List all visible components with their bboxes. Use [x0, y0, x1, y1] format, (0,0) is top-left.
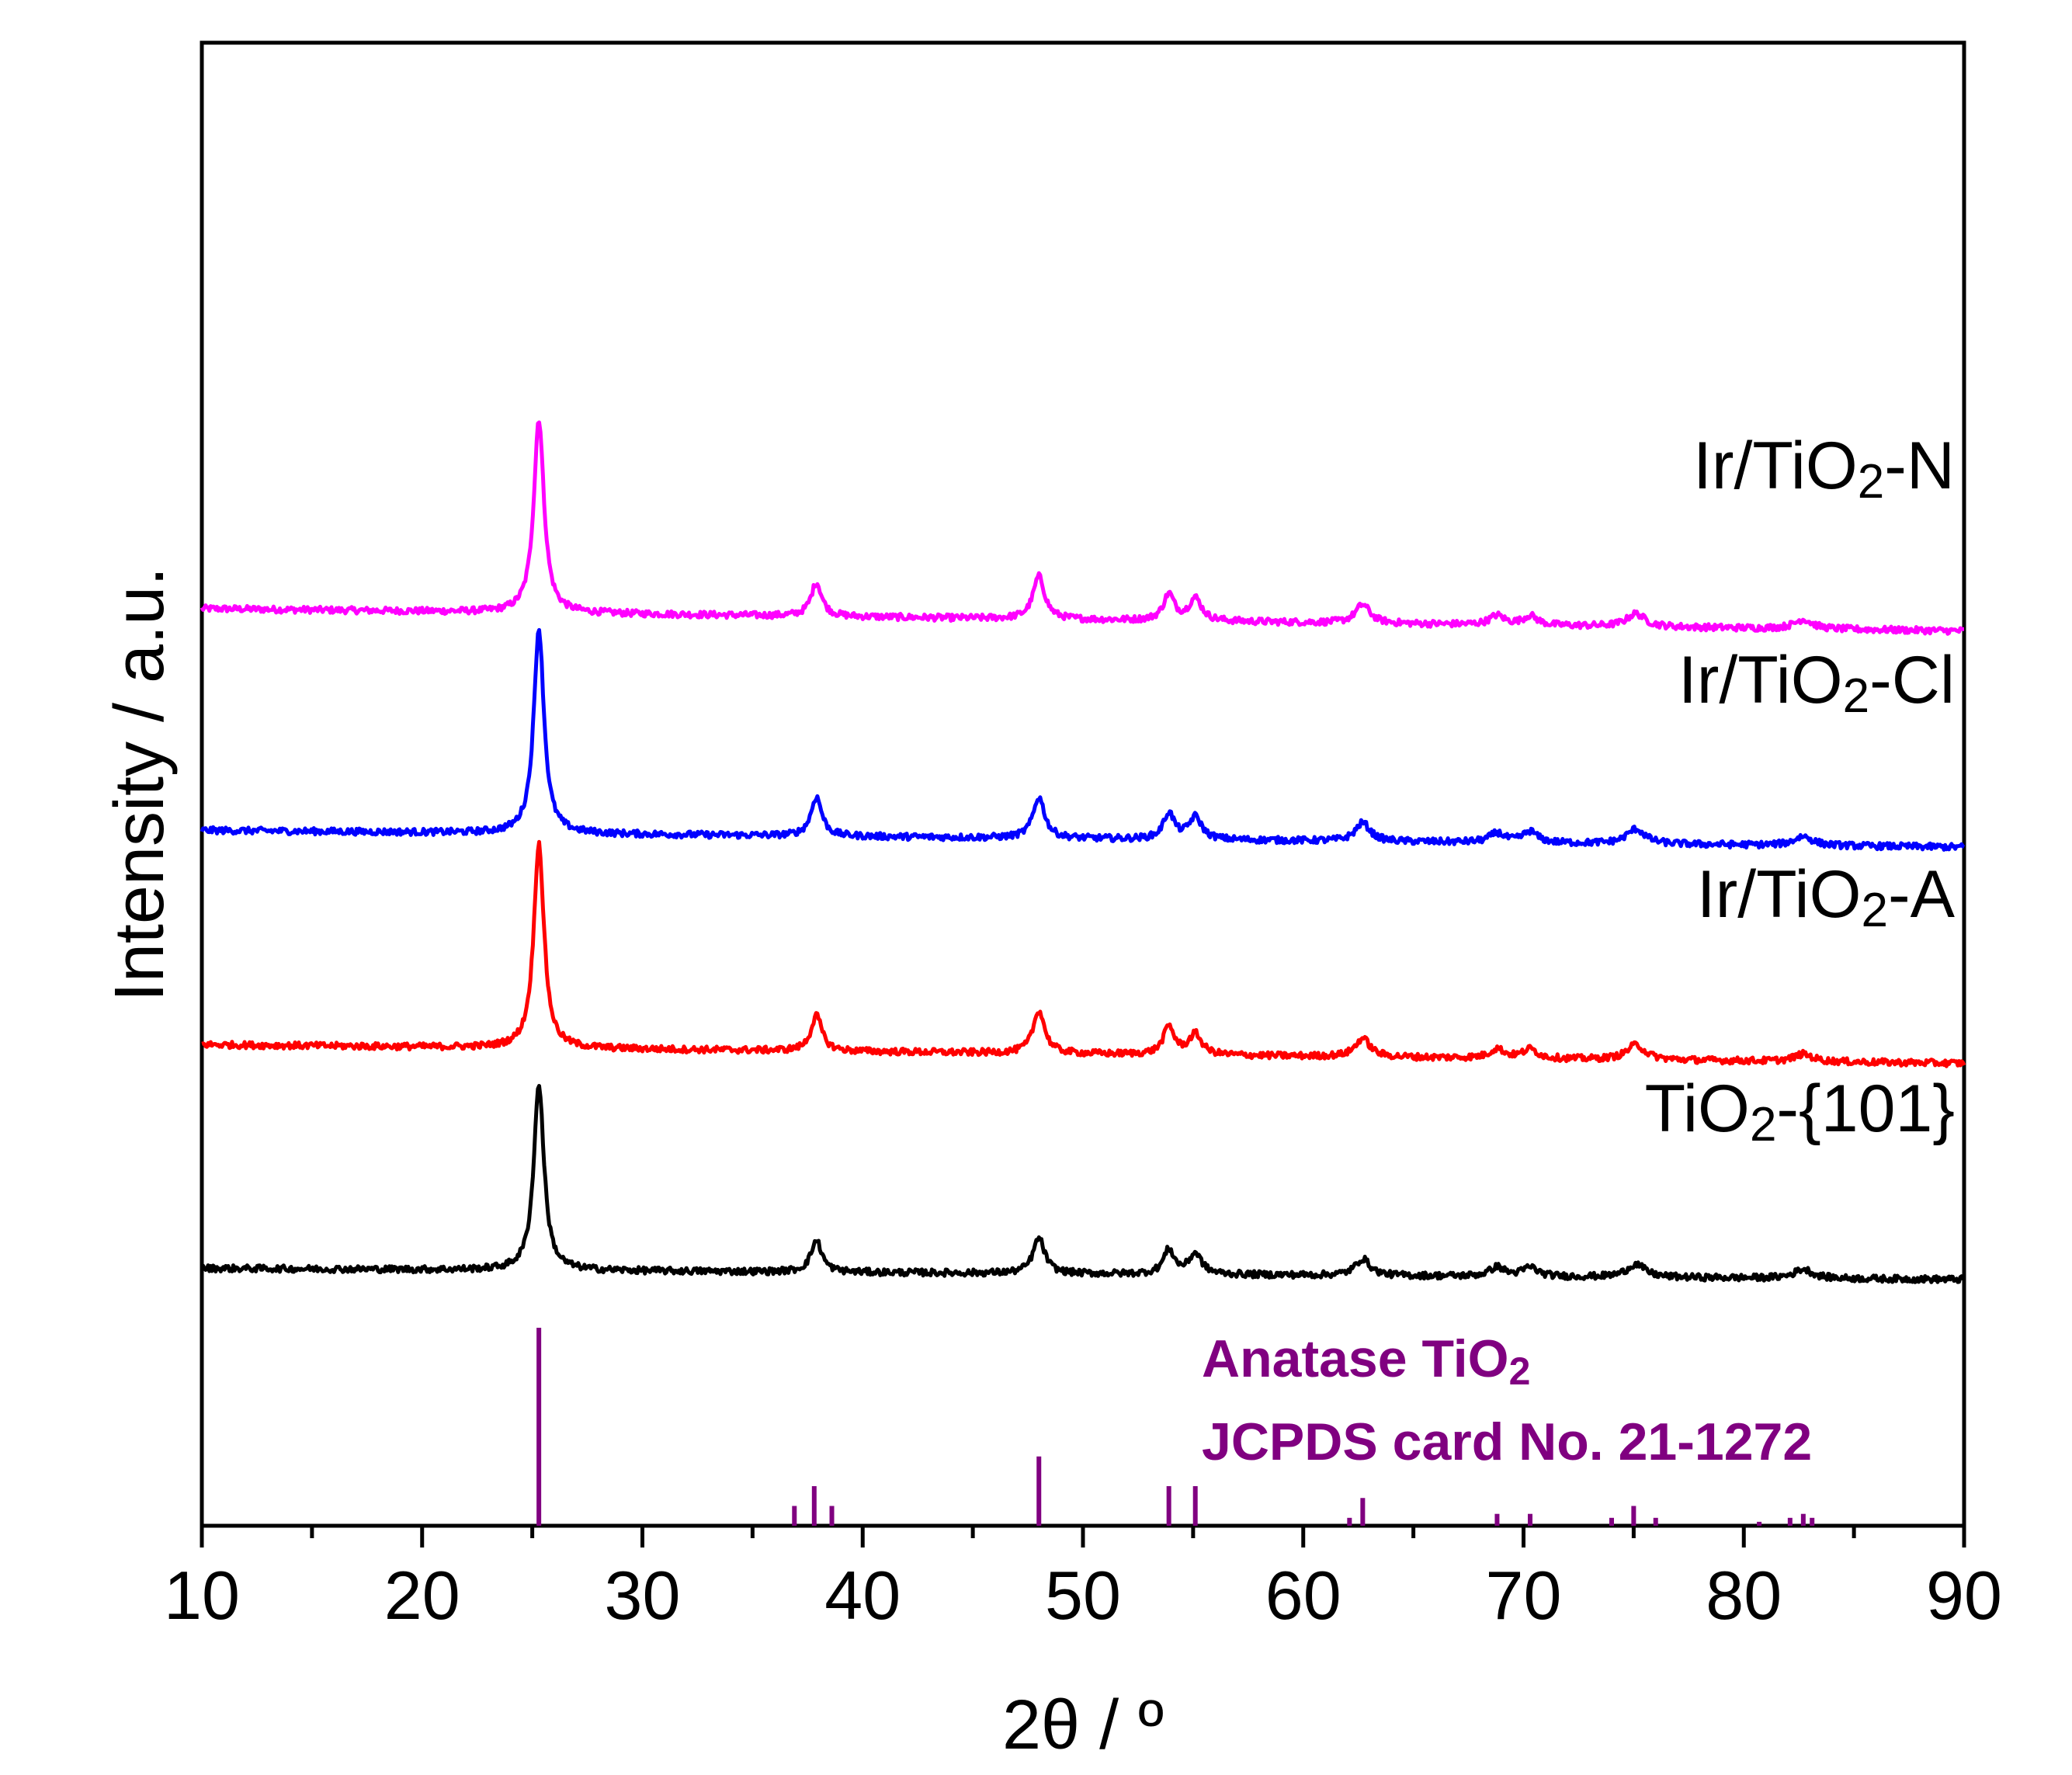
x-tick-label: 70 [1486, 1557, 1562, 1634]
series-line [200, 627, 1966, 852]
series-line [200, 420, 1965, 636]
x-axis-title: 2θ / º [1002, 1686, 1164, 1764]
x-tick-label: 20 [384, 1557, 460, 1634]
series-label: Ir/TiO2-N [1693, 429, 1955, 509]
x-axis-ticks [200, 1526, 1966, 1547]
reference-label-line1: Anatase TiO2 [1202, 1329, 1530, 1393]
x-axis-tick-labels: 10 20 30 40 50 60 70 80 90 [164, 1557, 2002, 1634]
series-label: Ir/TiO2-A [1697, 857, 1956, 937]
x-tick-label: 50 [1045, 1557, 1121, 1634]
reference-label: Anatase TiO2 JCPDS card No. 21-1272 [1202, 1329, 1812, 1471]
x-tick-label: 10 [164, 1557, 240, 1634]
reference-lines [536, 1328, 1815, 1526]
x-tick-label: 60 [1265, 1557, 1341, 1634]
y-axis-title: Intensity / a.u. [101, 567, 179, 1002]
x-tick-label: 40 [824, 1557, 901, 1634]
series-line [200, 1084, 1966, 1284]
reference-label-line2: JCPDS card No. 21-1272 [1202, 1412, 1812, 1471]
x-tick-label: 30 [605, 1557, 681, 1634]
series-line [201, 839, 1966, 1068]
series-traces [200, 420, 1966, 1284]
x-tick-label: 90 [1926, 1557, 2002, 1634]
series-labels: Ir/TiO2-N Ir/TiO2-Cl Ir/TiO2-A TiO2-{101} [1645, 429, 1956, 1151]
series-label: TiO2-{101} [1645, 1072, 1955, 1151]
series-label: Ir/TiO2-Cl [1678, 643, 1955, 723]
x-tick-label: 80 [1706, 1557, 1782, 1634]
plot-frame [200, 40, 1966, 1528]
